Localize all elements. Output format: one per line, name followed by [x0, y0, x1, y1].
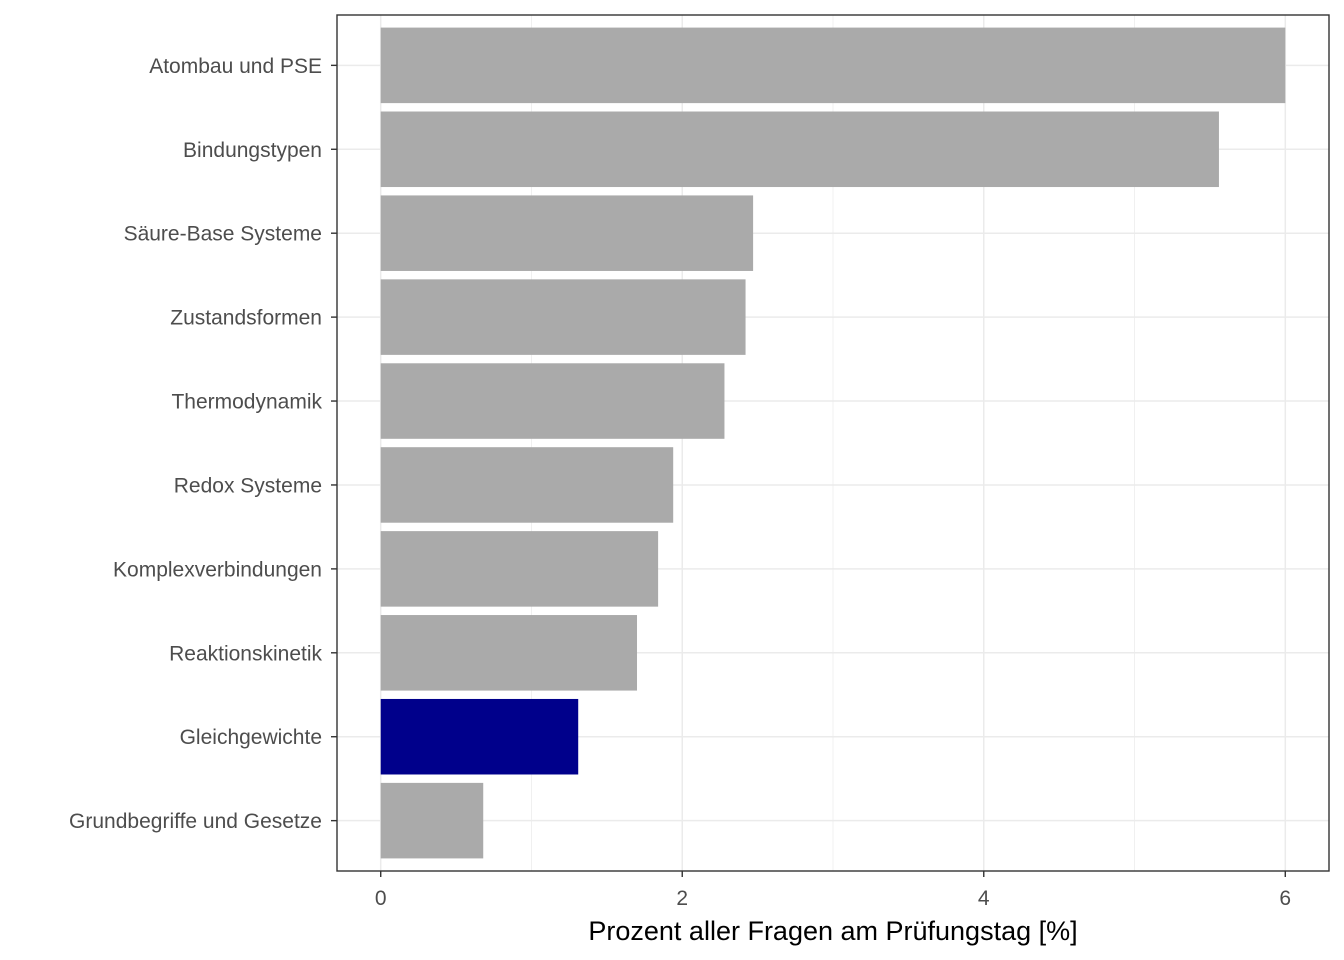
bar	[380, 363, 725, 439]
x-tick-label: 2	[676, 887, 688, 910]
x-tick-label: 6	[1279, 887, 1291, 910]
bar	[380, 27, 1286, 104]
bar	[380, 447, 674, 523]
category-label: Zustandsformen	[170, 307, 322, 330]
bar-highlighted	[380, 698, 579, 775]
category-label: Komplexverbindungen	[113, 558, 322, 581]
bars	[380, 27, 1286, 859]
category-label: Redox Systeme	[174, 474, 322, 497]
y-axis: Atombau und PSE Bindungstypen Säure-Base S…	[69, 55, 337, 833]
x-tick-label: 0	[375, 887, 387, 910]
category-label: Reaktionskinetik	[169, 642, 322, 665]
category-label: Bindungstypen	[183, 139, 322, 162]
bar	[380, 195, 754, 271]
bar	[380, 111, 1219, 188]
category-label: Gleichgewichte	[180, 726, 322, 749]
category-label: Thermodynamik	[171, 391, 322, 414]
x-tick-label: 4	[978, 887, 990, 910]
panel-border	[336, 14, 1330, 872]
bar	[380, 531, 659, 607]
category-label: Atombau und PSE	[149, 55, 322, 78]
category-label: Säure-Base Systeme	[124, 223, 322, 246]
category-label: Grundbegriffe und Gesetze	[69, 810, 322, 833]
bar	[380, 279, 746, 355]
bar	[380, 615, 638, 691]
x-axis-title: Prozent aller Fragen am Prüfungstag [%]	[588, 916, 1077, 946]
bar	[380, 782, 484, 859]
x-axis: 0 2 4 6	[375, 871, 1291, 910]
